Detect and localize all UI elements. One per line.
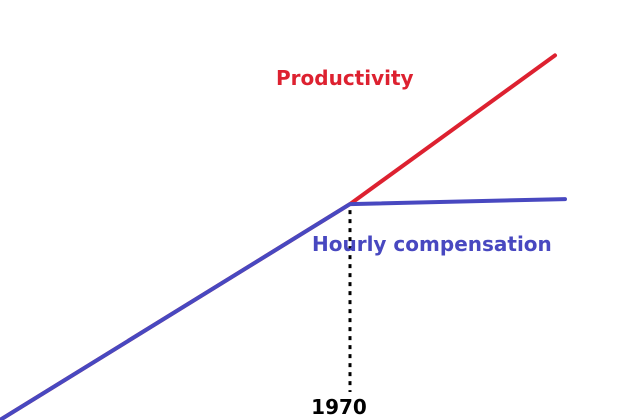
x-tick-label-1970: 1970 — [311, 395, 367, 419]
series-label-hourly-compensation: Hourly compensation — [312, 232, 552, 256]
series-label-productivity: Productivity — [276, 66, 414, 90]
series-line-hourly-compensation — [0, 197, 567, 420]
